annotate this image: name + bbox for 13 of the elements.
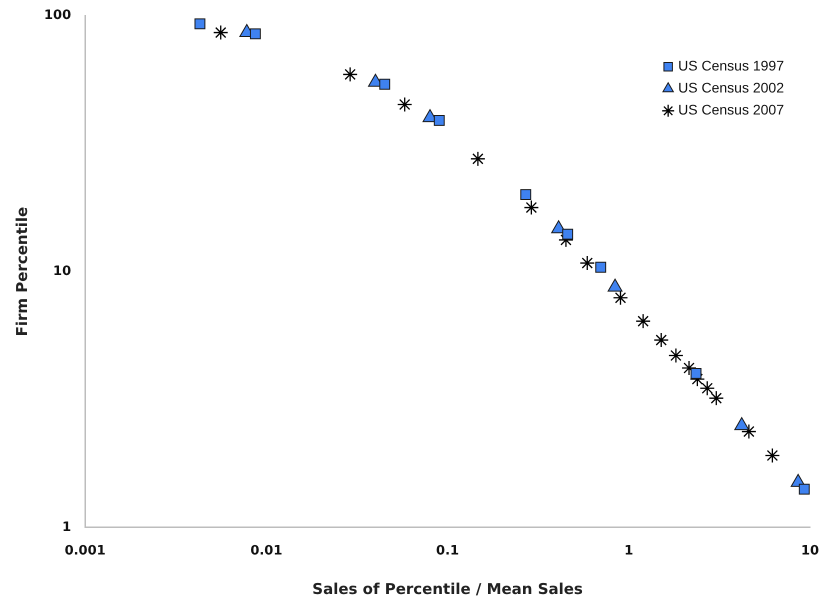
y-tick-label: 10 — [53, 264, 72, 279]
legend-label: US Census 2002 — [678, 80, 784, 96]
y-axis-title: Firm Percentile — [12, 206, 31, 336]
y-tick-label: 100 — [44, 8, 72, 24]
legend-label: US Census 1997 — [678, 58, 784, 74]
y-tick-label: 1 — [62, 520, 72, 535]
x-tick-label: 1 — [624, 544, 634, 559]
x-tick-label: 0.1 — [436, 544, 460, 559]
x-tick-label: 0.001 — [64, 544, 106, 559]
x-tick-label: 10 — [800, 544, 820, 559]
legend-label: US Census 2007 — [678, 102, 784, 118]
x-tick-label: 0.01 — [250, 544, 282, 559]
x-axis-title: Sales of Percentile / Mean Sales — [312, 580, 583, 598]
